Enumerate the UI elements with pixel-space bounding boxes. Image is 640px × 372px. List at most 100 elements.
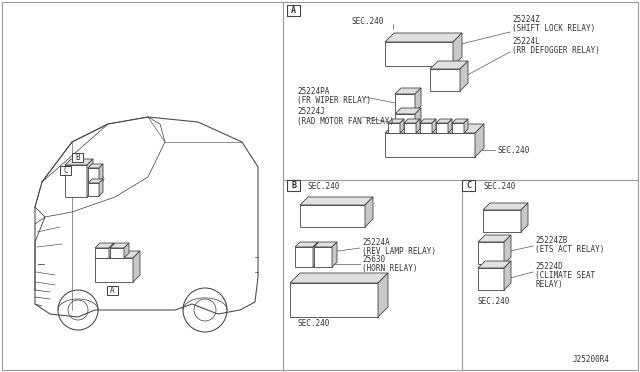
Text: RELAY): RELAY) [535, 280, 563, 289]
Text: SEC.240: SEC.240 [298, 319, 330, 328]
Polygon shape [99, 179, 103, 196]
Polygon shape [110, 243, 129, 248]
Polygon shape [65, 159, 93, 165]
Bar [60, 166, 71, 175]
Polygon shape [388, 123, 400, 133]
Polygon shape [478, 235, 511, 242]
Polygon shape [95, 251, 140, 258]
Polygon shape [430, 69, 460, 91]
Text: SEC.240: SEC.240 [352, 17, 385, 26]
Polygon shape [430, 61, 468, 69]
Polygon shape [290, 273, 388, 283]
Polygon shape [332, 242, 337, 267]
Polygon shape [395, 94, 415, 112]
Polygon shape [453, 33, 462, 66]
Bar [287, 180, 300, 191]
Polygon shape [416, 119, 420, 133]
Polygon shape [483, 210, 521, 232]
Polygon shape [88, 179, 103, 183]
Bar [462, 180, 475, 191]
Polygon shape [420, 119, 436, 123]
Text: 25224L: 25224L [512, 37, 540, 46]
Polygon shape [290, 283, 378, 317]
Text: (SHIFT LOCK RELAY): (SHIFT LOCK RELAY) [512, 24, 595, 33]
Polygon shape [124, 243, 129, 258]
Text: (HORN RELAY): (HORN RELAY) [362, 264, 417, 273]
Text: (RR DEFOGGER RELAY): (RR DEFOGGER RELAY) [512, 46, 600, 55]
Polygon shape [88, 183, 99, 196]
Polygon shape [313, 242, 318, 267]
Text: SEC.240: SEC.240 [497, 146, 529, 155]
Polygon shape [478, 268, 504, 290]
Polygon shape [385, 133, 475, 157]
Polygon shape [87, 159, 93, 197]
Polygon shape [415, 108, 421, 132]
Polygon shape [385, 33, 462, 42]
Text: 25224ZB: 25224ZB [535, 236, 568, 245]
Polygon shape [504, 261, 511, 290]
Polygon shape [88, 164, 103, 168]
Text: 25224Z: 25224Z [512, 15, 540, 24]
Text: (FR WIPER RELAY): (FR WIPER RELAY) [297, 96, 371, 105]
Polygon shape [65, 165, 87, 197]
Polygon shape [448, 119, 452, 133]
Polygon shape [95, 248, 109, 258]
Text: (CLIMATE SEAT: (CLIMATE SEAT [535, 271, 595, 280]
Polygon shape [521, 203, 528, 232]
Polygon shape [436, 123, 448, 133]
Polygon shape [95, 258, 133, 282]
Polygon shape [314, 242, 337, 247]
Polygon shape [478, 261, 511, 268]
Text: A: A [291, 6, 296, 15]
Text: SEC.240: SEC.240 [483, 182, 515, 191]
Polygon shape [420, 123, 432, 133]
Text: 25630: 25630 [362, 255, 385, 264]
Polygon shape [404, 119, 420, 123]
Polygon shape [475, 124, 484, 157]
Polygon shape [460, 61, 468, 91]
Polygon shape [400, 119, 404, 133]
Text: SEC.240: SEC.240 [478, 297, 510, 306]
Text: C: C [466, 181, 471, 190]
Bar [107, 286, 118, 295]
Polygon shape [404, 123, 416, 133]
Polygon shape [395, 114, 415, 132]
Text: 25224D: 25224D [535, 262, 563, 271]
Polygon shape [464, 119, 468, 133]
Bar [72, 153, 83, 162]
Text: 25224PA: 25224PA [297, 87, 330, 96]
Polygon shape [385, 42, 453, 66]
Text: SEC.240: SEC.240 [307, 182, 339, 191]
Polygon shape [109, 243, 114, 258]
Polygon shape [295, 242, 318, 247]
Polygon shape [300, 197, 373, 205]
Polygon shape [314, 247, 332, 267]
Polygon shape [452, 119, 468, 123]
Polygon shape [133, 251, 140, 282]
Polygon shape [88, 168, 99, 182]
Polygon shape [300, 205, 365, 227]
Polygon shape [395, 108, 421, 114]
Polygon shape [385, 124, 484, 133]
Text: 25224A: 25224A [362, 238, 390, 247]
Polygon shape [415, 88, 421, 112]
Text: B: B [291, 181, 296, 190]
Polygon shape [95, 243, 114, 248]
Polygon shape [432, 119, 436, 133]
Bar [287, 5, 300, 16]
Polygon shape [478, 242, 504, 264]
Polygon shape [436, 119, 452, 123]
Text: C: C [63, 166, 68, 175]
Polygon shape [452, 123, 464, 133]
Text: A: A [110, 286, 115, 295]
Polygon shape [483, 203, 528, 210]
Text: (REV LAMP RELAY): (REV LAMP RELAY) [362, 247, 436, 256]
Polygon shape [295, 247, 313, 267]
Polygon shape [378, 273, 388, 317]
Text: 25224J: 25224J [297, 107, 324, 116]
Polygon shape [99, 164, 103, 182]
Text: (RAD MOTOR FAN RELAY): (RAD MOTOR FAN RELAY) [297, 117, 394, 126]
Polygon shape [504, 235, 511, 264]
Text: (ETS ACT RELAY): (ETS ACT RELAY) [535, 245, 604, 254]
Text: J25200R4: J25200R4 [573, 355, 610, 364]
